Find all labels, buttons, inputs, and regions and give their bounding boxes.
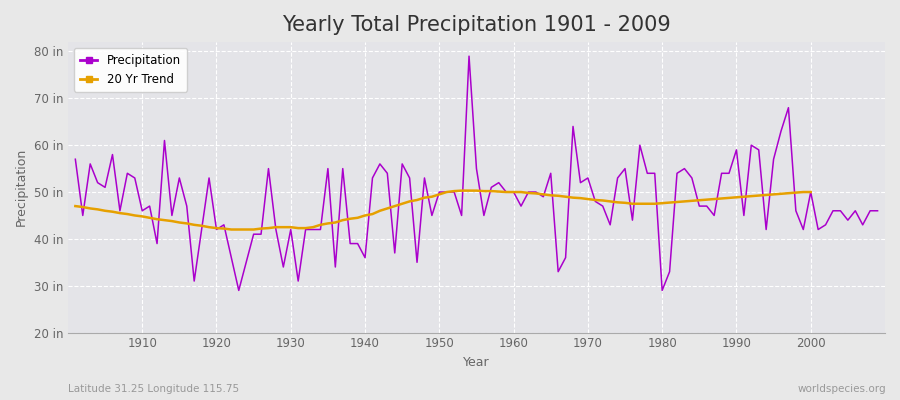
Legend: Precipitation, 20 Yr Trend: Precipitation, 20 Yr Trend <box>74 48 187 92</box>
X-axis label: Year: Year <box>464 356 490 369</box>
Text: Latitude 31.25 Longitude 115.75: Latitude 31.25 Longitude 115.75 <box>68 384 238 394</box>
Text: worldspecies.org: worldspecies.org <box>798 384 886 394</box>
Title: Yearly Total Precipitation 1901 - 2009: Yearly Total Precipitation 1901 - 2009 <box>282 15 670 35</box>
Y-axis label: Precipitation: Precipitation <box>15 148 28 226</box>
